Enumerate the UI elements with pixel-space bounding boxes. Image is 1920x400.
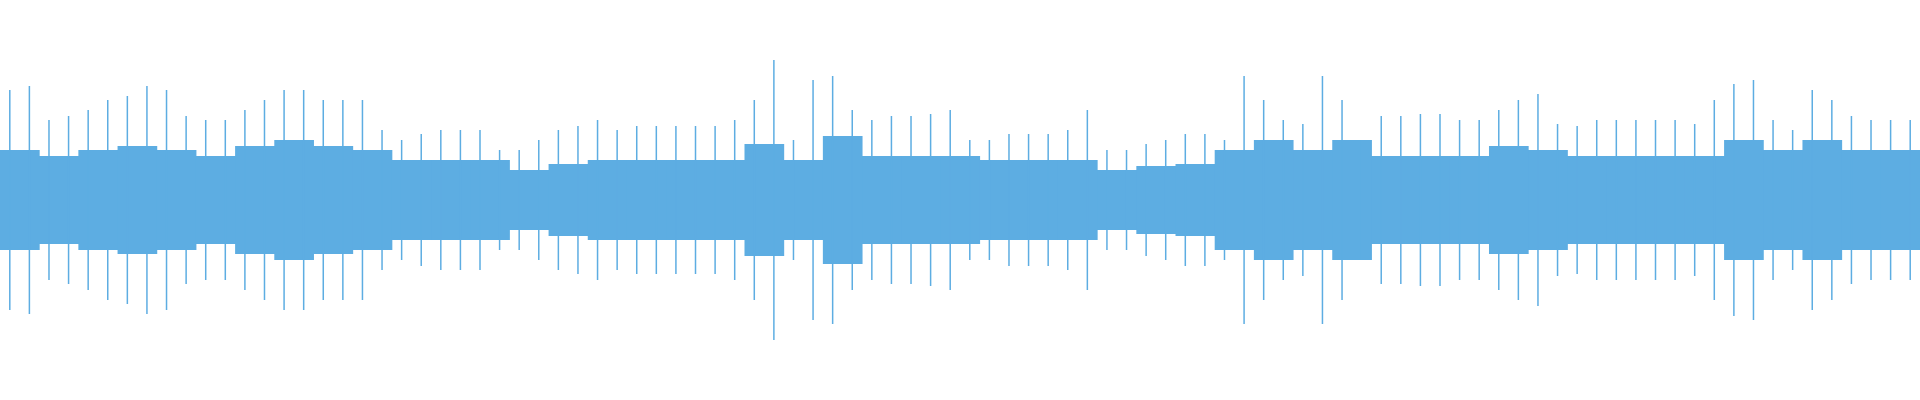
wave-body xyxy=(352,150,393,250)
wave-body xyxy=(901,156,941,244)
wave-body xyxy=(509,170,550,230)
wave-body xyxy=(391,160,432,240)
wave-body xyxy=(548,164,589,236)
wave-body xyxy=(195,156,236,244)
wave-body xyxy=(1488,146,1529,254)
wave-body xyxy=(1645,156,1686,244)
wave-body xyxy=(587,160,628,240)
wave-body xyxy=(235,146,275,254)
wave-body xyxy=(1724,140,1764,260)
wave-body xyxy=(1449,156,1490,244)
wave-body xyxy=(0,150,40,250)
wave-body xyxy=(979,160,1020,240)
wave-body xyxy=(1841,150,1882,250)
wave-body xyxy=(1136,166,1177,234)
wave-body xyxy=(1018,160,1059,240)
wave-body xyxy=(1528,150,1568,250)
wave-body xyxy=(1097,170,1137,230)
wave-body xyxy=(862,156,902,244)
wave-body xyxy=(822,136,863,264)
wave-body xyxy=(470,160,510,240)
wave-body xyxy=(1175,164,1216,236)
wave-body xyxy=(1567,156,1608,244)
wave-body xyxy=(431,160,471,240)
wave-body xyxy=(1214,150,1255,250)
wave-body xyxy=(1684,156,1725,244)
wave-body xyxy=(313,146,354,254)
wave-body xyxy=(1057,160,1098,240)
wave-body xyxy=(783,160,824,240)
wave-body xyxy=(1253,140,1294,260)
wave-body xyxy=(1880,150,1920,250)
wave-body xyxy=(39,156,79,244)
wave-body xyxy=(1763,150,1803,250)
wave-body xyxy=(1332,140,1372,260)
wave-body xyxy=(1371,156,1412,244)
wave-body xyxy=(1802,140,1843,260)
wave-body xyxy=(705,160,745,240)
wave-body xyxy=(78,150,119,250)
wave-body xyxy=(1410,156,1451,244)
wave-body xyxy=(117,146,158,254)
wave-body xyxy=(1293,150,1333,250)
wave-body xyxy=(274,140,314,260)
wave-body xyxy=(666,160,706,240)
wave-body xyxy=(1606,156,1647,244)
wave-body xyxy=(156,150,197,250)
wave-body xyxy=(626,160,667,240)
wave-body xyxy=(940,156,981,244)
wave-body xyxy=(744,144,785,256)
